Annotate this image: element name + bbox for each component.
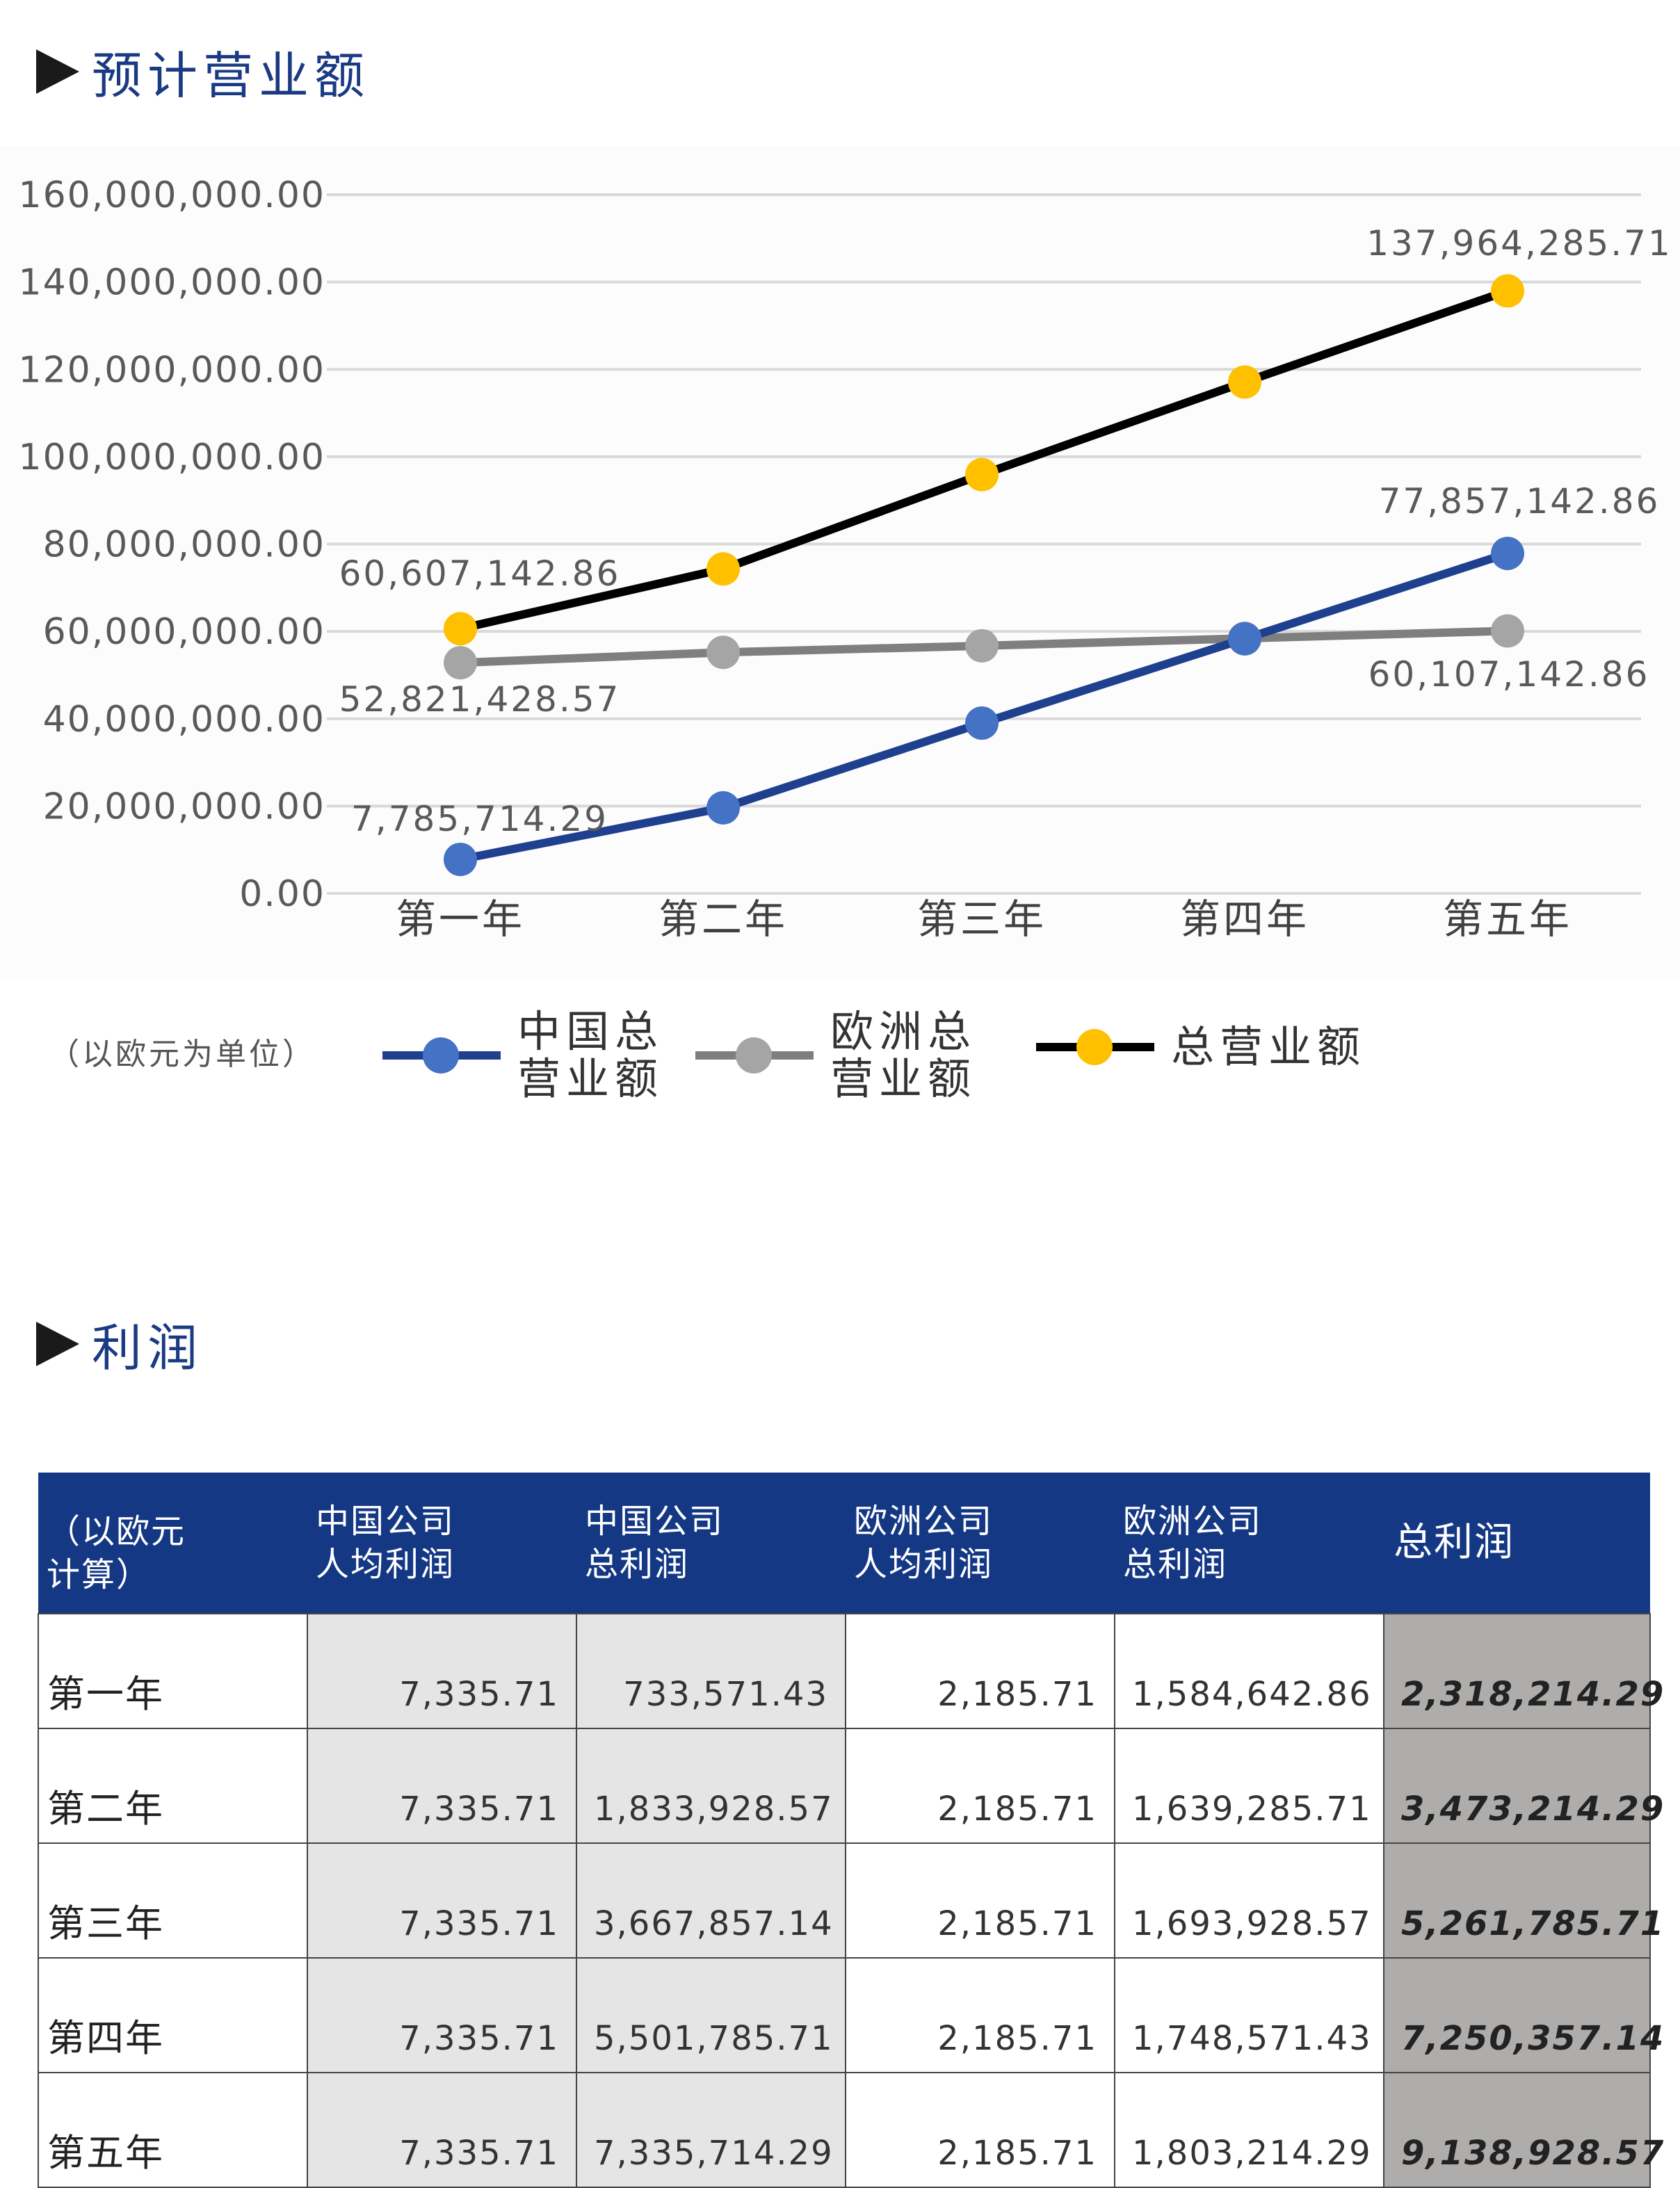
cell-total-profit: 3,473,214.29 [1383, 1728, 1663, 1844]
cell-europe-per-capita: 2,185.71 [845, 1957, 1115, 2073]
data-point [706, 635, 740, 670]
y-tick-label: 120,000,000.00 [18, 349, 325, 391]
table-row: 第三年 7,335.71 3,667,857.14 2,185.71 1,693… [38, 1842, 1663, 1959]
y-tick-label: 20,000,000.00 [43, 786, 325, 827]
data-point [965, 629, 999, 663]
legend-item-china: 中国总 营业额 [382, 1008, 663, 1103]
x-tick-label: 第四年 [1180, 896, 1309, 943]
cell-china-per-capita: 7,335.71 [307, 2072, 577, 2188]
play-triangle-icon [36, 1321, 79, 1366]
cell-europe-per-capita: 2,185.71 [845, 1728, 1115, 1844]
header-europe-total: 欧洲公司 总利润 [1115, 1473, 1384, 1614]
data-point [1228, 365, 1261, 399]
header-china-total: 中国公司 总利润 [576, 1473, 846, 1614]
x-tick-label: 第五年 [1443, 896, 1572, 943]
profit-title-text: 利润 [92, 1319, 204, 1377]
legend-unit-label: （以欧元为单位） [49, 1037, 316, 1072]
cell-europe-per-capita: 2,185.71 [845, 1842, 1115, 1959]
data-label: 77,857,142.86 [1379, 481, 1661, 521]
x-tick-label: 第三年 [917, 896, 1047, 943]
legend-swatch-europe [695, 1035, 814, 1076]
cell-total-profit: 9,138,928.57 [1383, 2072, 1663, 2188]
cell-europe-total: 1,584,642.86 [1114, 1613, 1384, 1729]
y-tick-label: 60,000,000.00 [43, 611, 325, 653]
revenue-title-text: 预计营业额 [92, 47, 371, 105]
table-row: 第四年 7,335.71 5,501,785.71 2,185.71 1,748… [38, 1957, 1663, 2073]
row-year: 第三年 [38, 1842, 308, 1959]
y-tick-label: 80,000,000.00 [43, 524, 325, 566]
data-label: 52,821,428.57 [339, 679, 621, 720]
row-year: 第一年 [38, 1613, 308, 1729]
legend-label-china: 中国总 营业额 [517, 1006, 664, 1104]
cell-europe-total: 1,748,571.43 [1114, 1957, 1384, 2073]
x-tick-label: 第二年 [659, 896, 788, 943]
data-point [706, 791, 740, 825]
data-label: 60,607,142.86 [339, 553, 621, 594]
revenue-line-chart: 0.00 20,000,000.00 40,000,000.00 60,000,000… [18, 175, 1672, 943]
table-row: 第一年 7,335.71 733,571.43 2,185.71 1,584,6… [38, 1613, 1663, 1729]
cell-china-total: 1,833,928.57 [576, 1728, 846, 1844]
data-point [706, 552, 740, 586]
cell-china-per-capita: 7,335.71 [307, 1842, 577, 1959]
legend-swatch-china [382, 1035, 501, 1076]
cell-europe-total: 1,803,214.29 [1114, 2072, 1384, 2188]
revenue-chart: 0.00 20,000,000.00 40,000,000.00 60,000,000… [0, 146, 1680, 980]
cell-china-total: 5,501,785.71 [576, 1957, 846, 2073]
data-point [1491, 274, 1524, 308]
x-tick-label: 第一年 [396, 896, 525, 943]
cell-china-total: 7,335,714.29 [576, 2072, 846, 2188]
legend-swatch-total [1036, 1026, 1154, 1068]
header-unit: （以欧元 计算） [38, 1473, 307, 1614]
header-europe-per-capita: 欧洲公司 人均利润 [846, 1473, 1115, 1614]
header-china-per-capita: 中国公司 人均利润 [307, 1473, 576, 1614]
profit-table: （以欧元 计算） 中国公司 人均利润 中国公司 总利润 欧洲公司 人均利润 欧洲… [38, 1473, 1663, 2188]
y-tick-label: 160,000,000.00 [18, 175, 325, 216]
cell-china-per-capita: 7,335.71 [307, 1728, 577, 1844]
row-year: 第四年 [38, 1957, 308, 2073]
data-point [444, 843, 477, 877]
profit-section-title: 利润 [36, 1307, 203, 1380]
cell-china-total: 733,571.43 [576, 1613, 846, 1729]
cell-europe-per-capita: 2,185.71 [845, 1613, 1115, 1729]
table-row: 第二年 7,335.71 1,833,928.57 2,185.71 1,639… [38, 1728, 1663, 1844]
play-triangle-icon [36, 49, 79, 94]
data-point [444, 646, 477, 680]
data-label: 137,964,285.71 [1366, 223, 1672, 264]
legend-item-europe: 欧洲总 营业额 [695, 1008, 976, 1103]
cell-total-profit: 5,261,785.71 [1383, 1842, 1663, 1959]
chart-legend: （以欧元为单位） 中国总 营业额 欧洲总 营业额 总营业额 [0, 1008, 1680, 1133]
data-point [1491, 614, 1524, 648]
revenue-section-title: 预计营业额 [36, 35, 370, 108]
row-year: 第五年 [38, 2072, 308, 2188]
cell-total-profit: 7,250,357.14 [1383, 1957, 1663, 2073]
y-tick-label: 40,000,000.00 [43, 699, 325, 740]
data-point [1228, 622, 1261, 656]
table-row: 第五年 7,335.71 7,335,714.29 2,185.71 1,803… [38, 2072, 1663, 2188]
data-label: 7,785,714.29 [351, 799, 608, 839]
cell-china-per-capita: 7,335.71 [307, 1957, 577, 2073]
y-tick-label: 100,000,000.00 [18, 437, 325, 478]
legend-label-europe: 欧洲总 营业额 [830, 1006, 977, 1104]
cell-europe-total: 1,693,928.57 [1114, 1842, 1384, 1959]
data-point [444, 612, 477, 646]
table-header-row: （以欧元 计算） 中国公司 人均利润 中国公司 总利润 欧洲公司 人均利润 欧洲… [38, 1473, 1650, 1614]
header-total-profit: 总利润 [1384, 1473, 1650, 1614]
legend-item-total: 总营业额 [1036, 1023, 1366, 1071]
y-tick-label: 140,000,000.00 [18, 262, 325, 304]
row-year: 第二年 [38, 1728, 308, 1844]
cell-china-per-capita: 7,335.71 [307, 1613, 577, 1729]
legend-label-total: 总营业额 [1171, 1021, 1366, 1072]
cell-total-profit: 2,318,214.29 [1383, 1613, 1663, 1729]
data-point [1491, 536, 1524, 570]
cell-europe-total: 1,639,285.71 [1114, 1728, 1384, 1844]
y-tick-label: 0.00 [239, 873, 325, 915]
cell-china-total: 3,667,857.14 [576, 1842, 846, 1959]
data-point [965, 706, 999, 740]
cell-europe-per-capita: 2,185.71 [845, 2072, 1115, 2188]
data-point [965, 457, 999, 492]
data-label: 60,107,142.86 [1368, 654, 1650, 695]
